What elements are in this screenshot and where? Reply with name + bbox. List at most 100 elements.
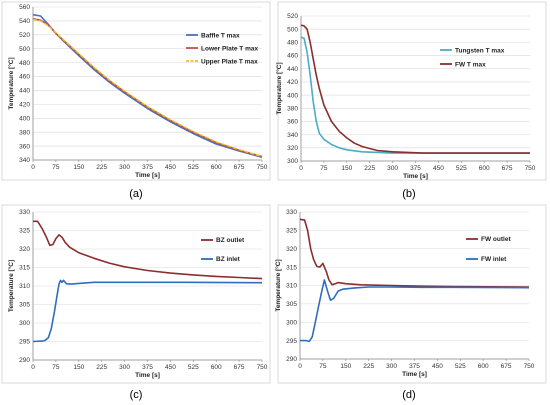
legend-entry: Baffle T max (201, 32, 240, 39)
series-line-2 (300, 24, 530, 154)
y-tick-label: 460 (19, 74, 30, 81)
y-tick-label: 305 (286, 301, 297, 308)
legend-entry: Lower Plate T max (201, 45, 258, 52)
y-tick-label: 295 (19, 339, 30, 346)
y-tick-label: 330 (286, 209, 297, 216)
panel-frame (277, 1, 547, 181)
y-tick-label: 310 (19, 283, 30, 290)
x-tick-label: 300 (119, 164, 130, 171)
panel-caption: (a) (129, 188, 142, 200)
y-tick-label: 380 (287, 105, 298, 112)
y-tick-label: 325 (286, 228, 297, 235)
x-tick-label: 375 (410, 165, 421, 172)
y-tick-label: 440 (19, 88, 30, 95)
panel-caption: (d) (402, 389, 415, 401)
y-tick-label: 520 (19, 32, 30, 39)
x-tick-label: 675 (502, 165, 513, 172)
x-tick-label: 75 (52, 164, 60, 171)
x-axis-label: Time [s] (403, 173, 428, 180)
y-axis-label: Temperature [°C] (7, 260, 15, 312)
x-tick-label: 750 (257, 164, 268, 171)
legend-entry: FW T max (455, 61, 486, 68)
legend-entry: Upper Plate T max (201, 58, 258, 65)
y-tick-label: 380 (19, 129, 30, 136)
x-tick-label: 225 (364, 165, 375, 172)
y-axis-label: Temperature [°C] (7, 57, 15, 109)
y-tick-label: 315 (286, 264, 297, 271)
chart-panel-4: 290 295 300 305 310 315 320 325 330 0 75 150 225 300 3… (274, 204, 547, 384)
x-tick-label: 225 (363, 363, 374, 370)
y-tick-label: 360 (287, 119, 298, 126)
y-tick-label: 320 (286, 246, 297, 253)
y-tick-label: 290 (19, 357, 30, 364)
x-tick-label: 150 (73, 164, 84, 171)
y-tick-label: 325 (19, 228, 30, 235)
legend-entry: Tungsten T max (455, 47, 505, 54)
series-line-2 (32, 279, 263, 343)
series-line-1 (299, 218, 530, 288)
y-tick-label: 460 (287, 53, 298, 60)
y-tick-label: 320 (287, 145, 298, 152)
y-tick-label: 340 (287, 132, 298, 139)
series-line-2 (300, 279, 530, 343)
y-tick-label: 320 (19, 246, 30, 253)
x-tick-label: 300 (386, 363, 397, 370)
x-tick-label: 0 (298, 363, 302, 370)
legend-entry: BZ outlet (216, 237, 245, 244)
y-tick-label: 290 (286, 356, 297, 363)
x-tick-label: 600 (479, 165, 490, 172)
x-tick-label: 750 (257, 364, 268, 371)
x-tick-label: 525 (455, 363, 466, 370)
panel-caption: (b) (402, 188, 415, 200)
series-line-3 (32, 18, 263, 158)
y-tick-label: 340 (19, 157, 30, 164)
y-tick-label: 305 (19, 302, 30, 309)
x-tick-label: 75 (319, 363, 327, 370)
panel-frame (277, 204, 547, 384)
x-tick-label: 150 (340, 363, 351, 370)
x-tick-label: 225 (96, 364, 107, 371)
x-tick-label: 675 (234, 364, 245, 371)
y-axis-label: Temperature [°C] (275, 62, 283, 114)
x-tick-label: 300 (119, 364, 130, 371)
x-tick-label: 525 (456, 165, 467, 172)
x-tick-label: 0 (31, 364, 35, 371)
legend-entry: FW outlet (481, 236, 511, 243)
x-tick-label: 600 (478, 363, 489, 370)
panel-frame (1, 204, 271, 384)
y-tick-label: 310 (286, 283, 297, 290)
x-tick-label: 450 (432, 363, 443, 370)
y-tick-label: 480 (287, 40, 298, 47)
y-tick-label: 500 (287, 26, 298, 33)
x-tick-label: 750 (525, 165, 536, 172)
y-axis-label: Temperature [°C] (274, 259, 282, 311)
series-line-1 (33, 220, 263, 280)
y-tick-label: 300 (286, 319, 297, 326)
x-tick-label: 525 (188, 164, 199, 171)
x-tick-label: 225 (96, 164, 107, 171)
x-tick-label: 0 (299, 165, 303, 172)
y-tick-label: 315 (19, 265, 30, 272)
y-tick-label: 540 (19, 18, 30, 25)
legend-entry: FW inlet (481, 256, 507, 263)
x-tick-label: 75 (52, 364, 60, 371)
y-tick-label: 330 (19, 209, 30, 216)
x-tick-label: 450 (165, 164, 176, 171)
x-tick-label: 525 (188, 364, 199, 371)
x-tick-label: 0 (31, 164, 35, 171)
x-tick-label: 675 (501, 363, 512, 370)
x-tick-label: 150 (341, 165, 352, 172)
x-tick-label: 750 (524, 363, 535, 370)
y-tick-label: 480 (19, 60, 30, 67)
y-tick-label: 400 (19, 115, 30, 122)
x-tick-label: 75 (320, 165, 328, 172)
x-tick-label: 600 (211, 364, 222, 371)
y-tick-label: 420 (287, 79, 298, 86)
x-tick-label: 300 (387, 165, 398, 172)
x-tick-label: 375 (409, 363, 420, 370)
y-tick-label: 440 (287, 66, 298, 73)
y-tick-label: 300 (19, 320, 30, 327)
x-tick-label: 450 (433, 165, 444, 172)
x-tick-label: 150 (73, 364, 84, 371)
x-tick-label: 450 (165, 364, 176, 371)
